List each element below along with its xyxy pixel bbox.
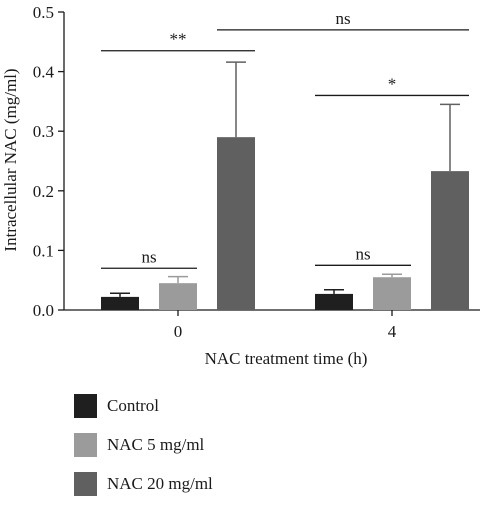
significance-label: ns: [141, 247, 156, 266]
bar: [431, 171, 469, 310]
legend-swatch-nac-20: [74, 472, 97, 496]
legend-swatch-nac-5: [74, 433, 97, 457]
x-tick-label: 4: [388, 322, 397, 341]
legend-label-nac-5: NAC 5 mg/ml: [107, 435, 205, 454]
bar: [101, 296, 139, 310]
significance-label: ns: [335, 9, 350, 28]
y-tick-label: 0.1: [33, 241, 54, 260]
y-tick-label: 0.5: [33, 3, 54, 22]
legend-label-control: Control: [107, 396, 159, 415]
legend-label-nac-20: NAC 20 mg/ml: [107, 474, 213, 493]
x-tick-label: 0: [174, 322, 183, 341]
y-tick-label: 0.2: [33, 182, 54, 201]
y-tick-label: 0.0: [33, 301, 54, 320]
significance-annotations: ns ** ns * ns: [101, 9, 469, 269]
legend-item-nac-20: NAC 20 mg/ml: [74, 472, 213, 496]
legend-item-nac-5: NAC 5 mg/ml: [74, 433, 213, 457]
y-tick-label: 0.4: [33, 63, 55, 82]
legend-item-control: Control: [74, 394, 213, 418]
bar: [159, 283, 197, 310]
bars: [101, 61, 469, 310]
x-axis-label: NAC treatment time (h): [205, 349, 368, 368]
bar: [373, 277, 411, 310]
bar: [315, 293, 353, 310]
y-axis-label: Intracellular NAC (mg/ml): [1, 68, 20, 251]
legend: Control NAC 5 mg/ml NAC 20 mg/ml: [74, 394, 213, 511]
significance-label: ns: [355, 244, 370, 263]
bar: [217, 137, 255, 310]
y-tick-label: 0.3: [33, 122, 54, 141]
y-axis: 0.0 0.1 0.2 0.3 0.4 0.5: [33, 3, 65, 320]
legend-swatch-control: [74, 394, 97, 418]
significance-label: *: [388, 74, 397, 93]
significance-label: **: [170, 30, 187, 49]
